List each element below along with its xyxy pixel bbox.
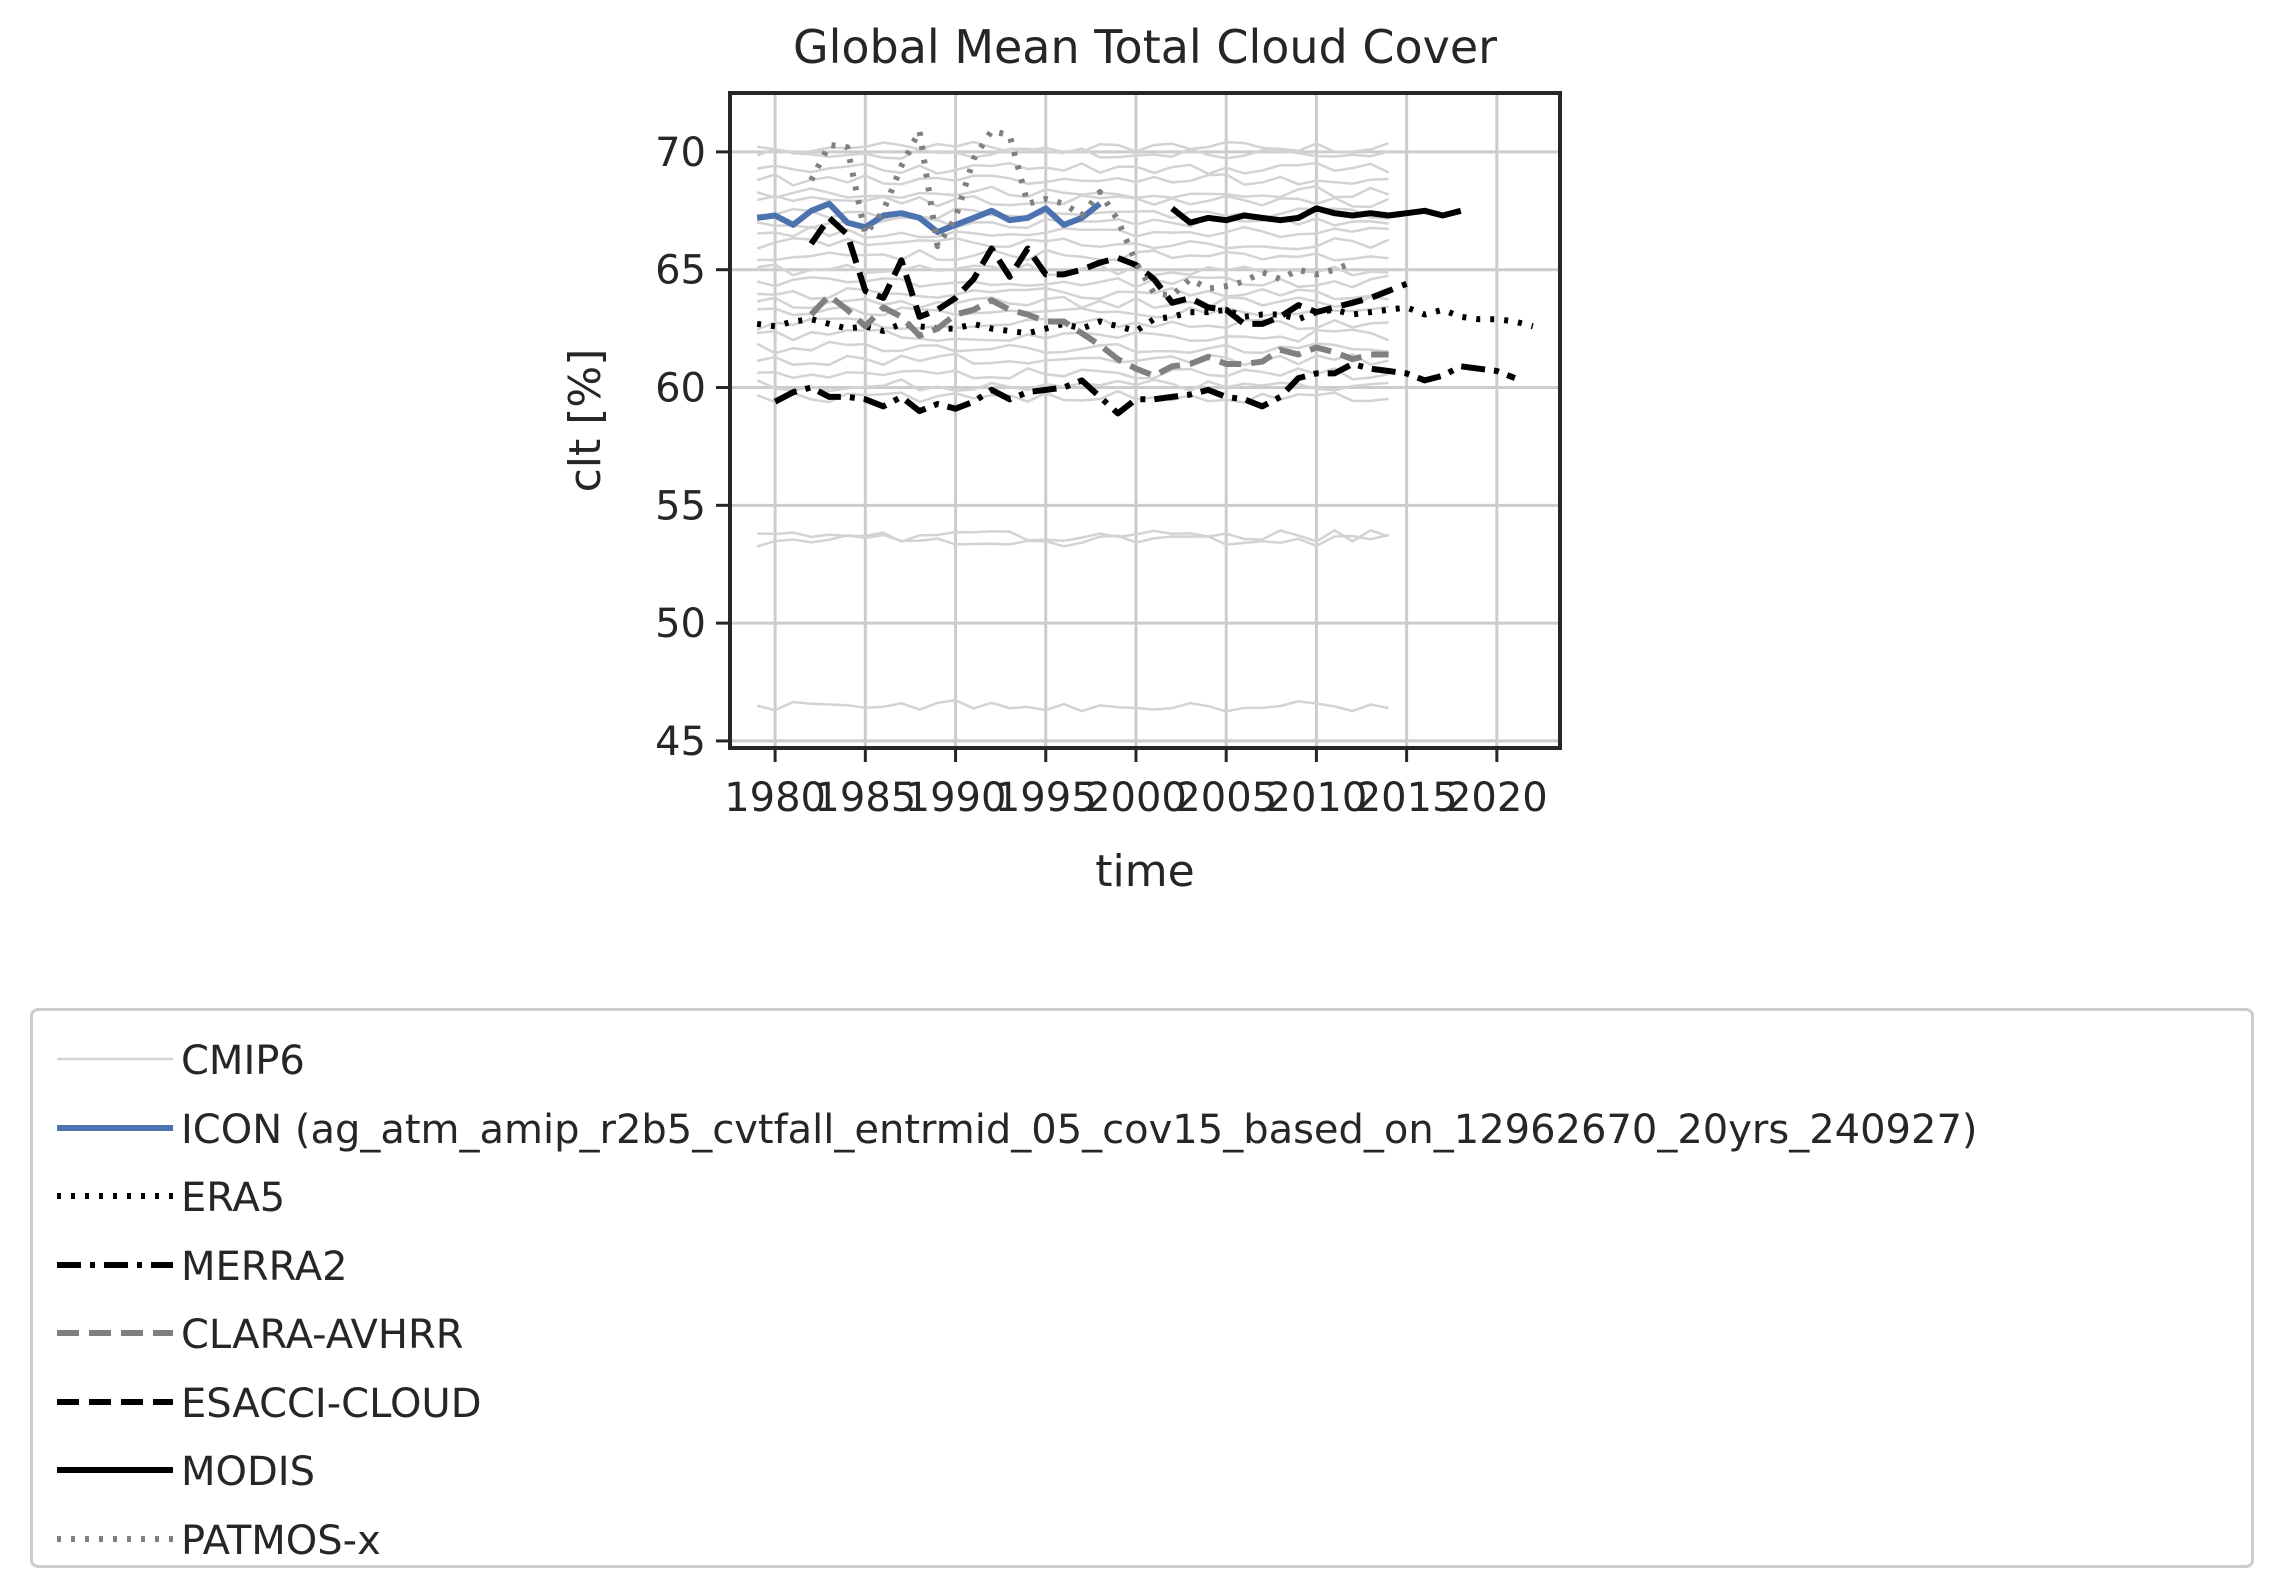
series-line-clara-avhrr bbox=[809, 292, 1389, 379]
x-tick-label: 2010 bbox=[1266, 775, 1368, 821]
observation-series bbox=[756, 127, 1534, 417]
chart-title: Global Mean Total Cloud Cover bbox=[793, 20, 1497, 74]
y-tick-label: 55 bbox=[655, 483, 706, 529]
cmip6-member-line bbox=[756, 699, 1389, 713]
legend-swatch bbox=[57, 1398, 173, 1405]
legend-item: ERA5 bbox=[33, 1166, 2251, 1226]
legend-swatch bbox=[57, 1261, 173, 1268]
series-line-patmos-x bbox=[808, 127, 1354, 299]
cmip6-member-line bbox=[757, 248, 1389, 262]
cmip6-member-line bbox=[756, 352, 1389, 367]
cmip6-member-line bbox=[757, 225, 1389, 239]
legend-item: ESACCI-CLOUD bbox=[33, 1372, 2251, 1432]
cmip6-member-line bbox=[756, 328, 1390, 343]
series-line-esacci-cloud bbox=[808, 214, 1408, 327]
legend: CMIP6 ICON (ag_atm_amip_r2b5_cvtfall_entr… bbox=[30, 1008, 2254, 1568]
x-tick-label: 1995 bbox=[995, 775, 1097, 821]
legend-swatch bbox=[57, 1124, 173, 1131]
legend-label: MODIS bbox=[181, 1449, 315, 1495]
legend-label: MERRA2 bbox=[181, 1243, 348, 1290]
legend-label: CLARA-AVHRR bbox=[181, 1312, 464, 1358]
cmip6-member-line bbox=[756, 236, 1390, 251]
y-tick-label: 70 bbox=[655, 130, 706, 176]
cmip6-member-line bbox=[756, 161, 1390, 176]
cmip6-member-line bbox=[756, 533, 1389, 548]
cmip6-member-line bbox=[756, 340, 1389, 355]
y-tick-label: 50 bbox=[655, 601, 706, 647]
legend-label: CMIP6 bbox=[181, 1038, 305, 1084]
cmip6-member-line bbox=[757, 207, 1389, 220]
cmip6-series bbox=[756, 140, 1390, 713]
cmip6-member-line bbox=[757, 528, 1389, 544]
legend-item: CLARA-AVHRR bbox=[33, 1303, 2251, 1363]
series-line-icon bbox=[756, 200, 1102, 235]
cmip6-member-line bbox=[756, 140, 1390, 154]
legend-swatch bbox=[57, 1467, 173, 1473]
x-tick-label: 1985 bbox=[814, 775, 916, 821]
cmip6-member-line bbox=[756, 173, 1389, 187]
x-tick-label: 2000 bbox=[1085, 775, 1187, 821]
y-tick-label: 60 bbox=[655, 366, 706, 412]
x-tick-label: 2005 bbox=[1175, 775, 1277, 821]
cmip6-member-line bbox=[756, 389, 1389, 404]
x-tick-label: 2020 bbox=[1446, 775, 1548, 821]
x-tick-label: 2015 bbox=[1356, 775, 1458, 821]
legend-label: ERA5 bbox=[181, 1175, 286, 1221]
cmip6-member-line bbox=[757, 366, 1389, 381]
legend-swatch bbox=[57, 1330, 173, 1336]
legend-label: ESACCI-CLOUD bbox=[181, 1380, 482, 1427]
cmip6-member-line bbox=[756, 184, 1390, 200]
legend-label: ICON (ag_atm_amip_r2b5_cvtfall_entrmid_0… bbox=[181, 1106, 1978, 1153]
cmip6-member-line bbox=[756, 378, 1389, 393]
legend-swatch bbox=[57, 1193, 173, 1199]
legend-item: PATMOS-x bbox=[33, 1509, 2251, 1569]
legend-item: ICON (ag_atm_amip_r2b5_cvtfall_entrmid_0… bbox=[33, 1098, 2251, 1158]
legend-swatch bbox=[57, 1535, 173, 1542]
cmip6-member-line bbox=[756, 274, 1389, 289]
x-axis-label: time bbox=[1095, 846, 1194, 897]
y-axis-ticks: 45 50 55 60 65 70 bbox=[655, 130, 730, 765]
cmip6-member-line bbox=[756, 194, 1390, 209]
legend-item: MODIS bbox=[33, 1440, 2251, 1500]
legend-item: CMIP6 bbox=[33, 1029, 2251, 1089]
plot-frame bbox=[728, 91, 1562, 750]
y-tick-label: 45 bbox=[655, 719, 706, 765]
y-tick-label: 65 bbox=[655, 248, 706, 294]
cmip6-member-line bbox=[756, 147, 1389, 160]
legend-item: MERRA2 bbox=[33, 1235, 2251, 1295]
legend-swatch bbox=[57, 1057, 173, 1061]
series-line-merra2 bbox=[773, 361, 1516, 417]
grid-lines bbox=[730, 93, 1560, 748]
x-tick-label: 1980 bbox=[724, 775, 826, 821]
series-line-modis bbox=[1170, 205, 1462, 226]
legend-label: PATMOS-x bbox=[181, 1517, 381, 1564]
y-axis-label: clt [%] bbox=[560, 349, 611, 493]
cmip6-member-line bbox=[756, 295, 1389, 310]
x-tick-label: 1990 bbox=[905, 775, 1007, 821]
